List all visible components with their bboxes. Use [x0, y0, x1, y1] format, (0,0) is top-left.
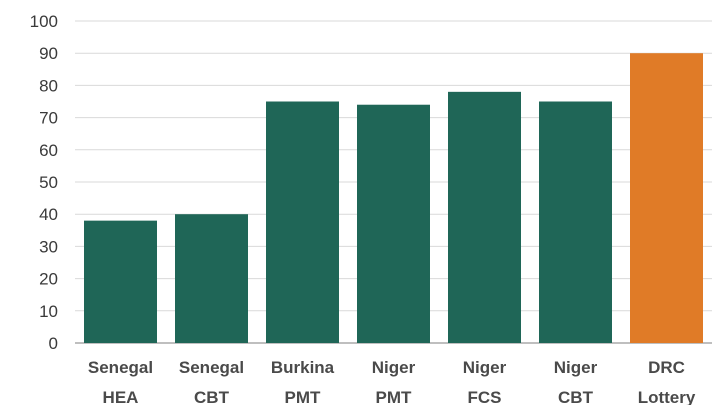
x-tick-label: PMT: [376, 388, 413, 405]
x-tick-label: HEA: [103, 388, 139, 405]
x-tick-label: DRC: [648, 358, 685, 377]
y-tick-label: 90: [39, 44, 58, 63]
y-tick-label: 100: [30, 12, 58, 31]
bar: [539, 101, 612, 343]
y-tick-label: 20: [39, 270, 58, 289]
x-tick-label: Lottery: [638, 388, 696, 405]
bar: [266, 101, 339, 343]
x-tick-label: Niger: [554, 358, 598, 377]
y-tick-label: 40: [39, 205, 58, 224]
bar: [630, 53, 703, 343]
x-tick-label: PMT: [285, 388, 322, 405]
x-tick-label: CBT: [558, 388, 594, 405]
y-tick-label: 50: [39, 173, 58, 192]
y-tick-label: 70: [39, 109, 58, 128]
x-tick-label: Senegal: [179, 358, 244, 377]
bar: [448, 91, 521, 343]
x-tick-label: Senegal: [88, 358, 153, 377]
bar: [357, 104, 430, 343]
x-tick-label: FCS: [468, 388, 502, 405]
y-tick-label: 80: [39, 76, 58, 95]
bar: [84, 220, 157, 343]
x-tick-label: CBT: [194, 388, 230, 405]
bar: [175, 214, 248, 343]
y-tick-label: 30: [39, 237, 58, 256]
y-axis-ticks: 0 10 20 30 40 50 60 70 80 90 100: [30, 12, 58, 353]
y-tick-label: 60: [39, 141, 58, 160]
y-tick-label: 10: [39, 302, 58, 321]
x-tick-label: Niger: [463, 358, 507, 377]
x-axis-labels: Senegal HEA Senegal CBT Burkina PMT Niger PMT Ni…: [88, 358, 696, 405]
x-tick-label: Burkina: [271, 358, 335, 377]
x-tick-label: Niger: [372, 358, 416, 377]
y-tick-label: 0: [49, 334, 58, 353]
bars: [84, 53, 703, 343]
